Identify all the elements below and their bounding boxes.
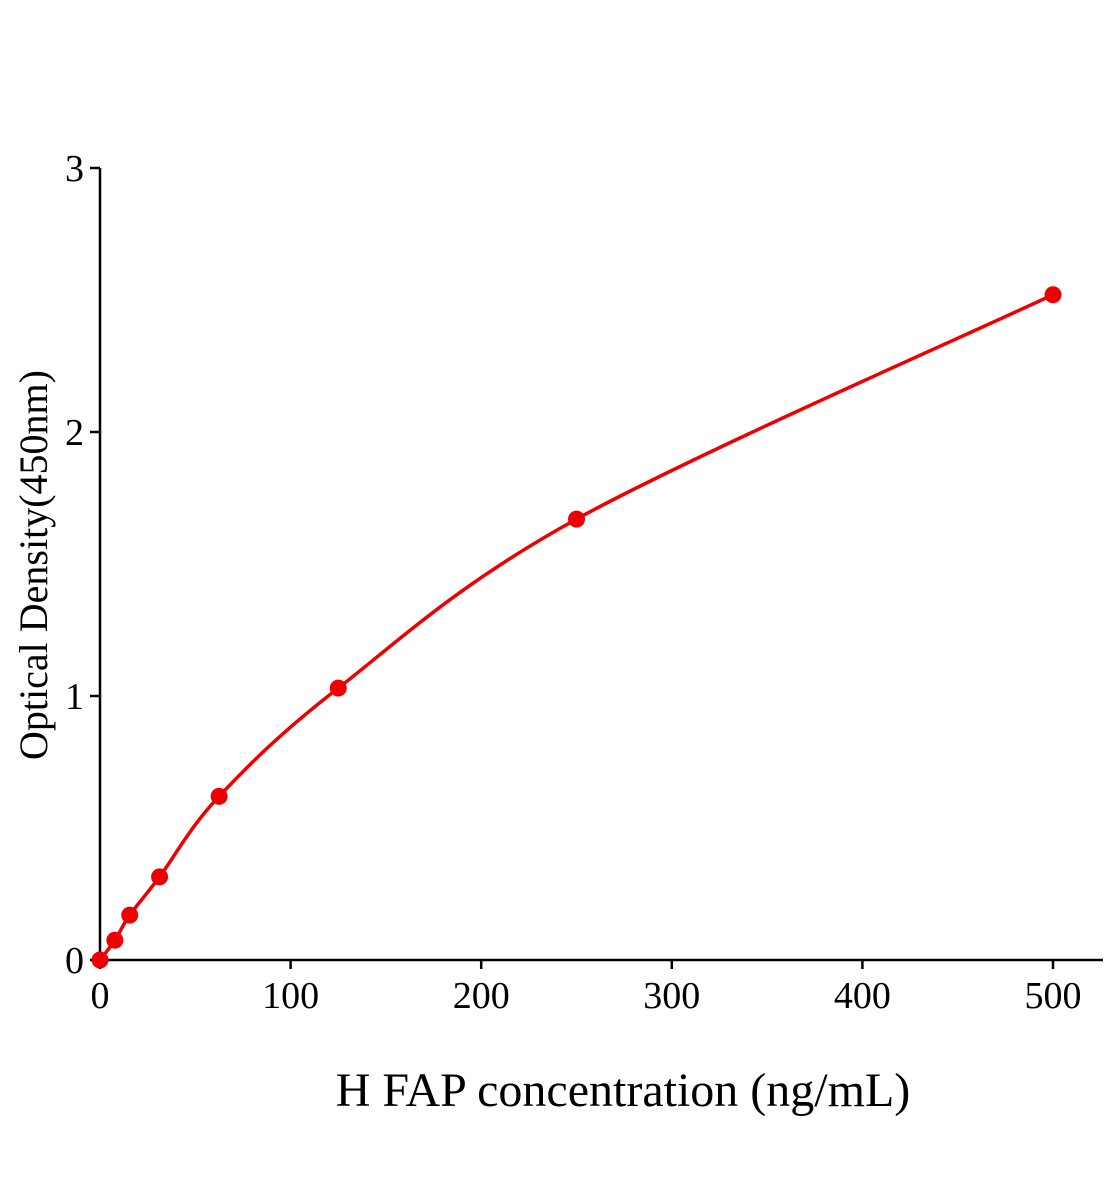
data-points [91,286,1062,969]
y-tick-label: 3 [65,148,84,190]
data-point [121,906,139,924]
x-tick-label: 400 [834,975,891,1017]
x-tick-label: 200 [453,975,510,1017]
x-tick-label: 0 [91,975,110,1017]
data-point [210,787,228,805]
data-point [329,679,347,697]
data-point [1044,286,1062,304]
ticks: 0 1 2 3 0 100 200 300 400 500 [65,148,1082,1017]
x-tick-label: 100 [262,975,319,1017]
x-tick-label: 300 [643,975,700,1017]
data-point [106,931,124,949]
data-point [91,951,109,969]
y-tick-label: 1 [65,676,84,718]
data-point [151,868,169,886]
y-axis-label: Optical Density(450nm) [11,370,56,760]
axes [98,168,1103,962]
x-tick-label: 500 [1025,975,1082,1017]
fit-curve [98,293,1054,962]
data-point [568,510,585,528]
y-tick-label: 0 [65,940,84,982]
x-axis-label: H FAP concentration (ng/mL) [336,1064,911,1117]
y-tick-label: 2 [65,412,84,454]
